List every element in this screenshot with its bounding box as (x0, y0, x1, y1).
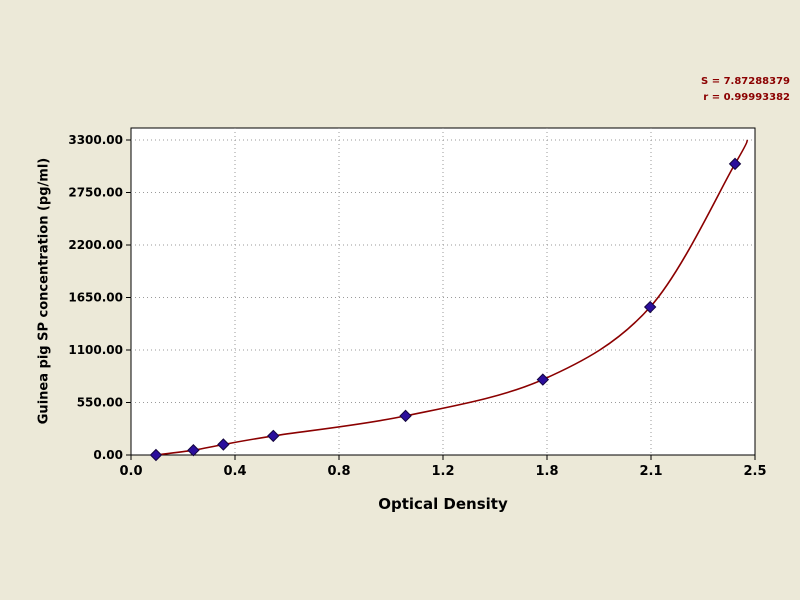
data-point-marker (187, 444, 200, 457)
y-axis-title: Guinea pig SP concentration (pg/ml) (36, 157, 52, 425)
data-point-marker (536, 373, 550, 386)
fit-curve (155, 139, 749, 456)
y-tick-label: 2200.00 (68, 238, 123, 252)
x-tick-label: 2.1 (639, 464, 662, 479)
data-point-marker (217, 438, 230, 451)
x-tick-label: 1.8 (535, 464, 558, 479)
x-tick-label: 0.8 (327, 464, 350, 479)
data-point-marker (643, 300, 657, 314)
fit-stat-r: r = 0.99993382 (703, 92, 790, 103)
fit-statistics: S = 7.87288379 r = 0.99993382 (701, 74, 790, 106)
x-tick-label: 2.5 (743, 464, 766, 479)
y-tick-label: 2750.00 (68, 186, 123, 200)
x-tick-label: 1.2 (431, 464, 454, 479)
plot-area (130, 127, 756, 456)
data-point-marker (267, 429, 280, 443)
x-tick-label: 0.4 (223, 464, 246, 479)
fit-stat-s: S = 7.87288379 (701, 76, 790, 87)
data-point-marker (728, 157, 742, 171)
y-tick-label: 1100.00 (68, 343, 123, 357)
y-tick-label: 1650.00 (68, 291, 123, 305)
x-tick-label: 0.0 (119, 464, 142, 479)
x-axis-title: Optical Density (378, 495, 508, 513)
y-tick-label: 0.00 (93, 448, 123, 462)
data-point-marker (399, 409, 412, 423)
y-tick-label: 550.00 (77, 396, 123, 410)
y-tick-label: 3300.00 (68, 133, 123, 147)
data-point-marker (149, 448, 163, 462)
